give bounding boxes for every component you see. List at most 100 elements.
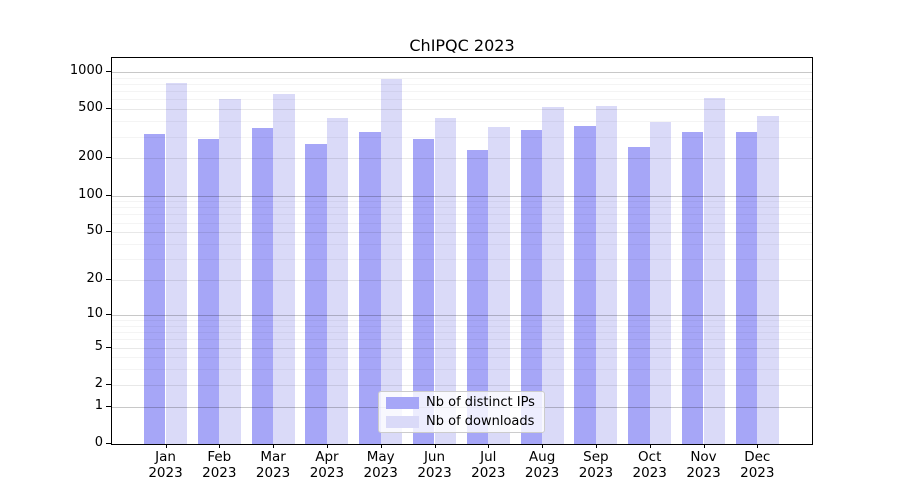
legend-swatch-downloads	[386, 415, 419, 428]
minor-gridline	[112, 109, 812, 111]
minor-gridline	[112, 121, 812, 123]
minor-gridline	[112, 244, 812, 245]
minor-gridline	[112, 201, 812, 203]
legend-entry-distinct-ips: Nb of distinct IPs	[386, 394, 544, 412]
minor-gridline	[112, 347, 812, 349]
y-tick-label: 500	[78, 100, 103, 116]
x-tick-mark	[326, 444, 328, 448]
y-tick-mark	[106, 194, 111, 196]
y-tick-label: 50	[86, 223, 103, 239]
minor-gridline	[112, 91, 812, 93]
y-tick-mark	[106, 279, 111, 280]
x-tick-month: Nov	[690, 449, 717, 465]
minor-gridline	[112, 99, 812, 101]
x-tick-mark	[165, 444, 167, 448]
minor-gridline	[112, 136, 812, 138]
y-tick-mark	[106, 71, 111, 72]
major-gridline	[112, 314, 812, 316]
x-tick-month: Jul	[480, 449, 497, 465]
legend-swatch-distinct-ips	[386, 396, 419, 409]
minor-gridline	[112, 325, 812, 327]
bar-jan-downloads	[165, 82, 188, 444]
x-tick-label-dec: Dec 2023	[727, 449, 787, 481]
y-tick-mark	[106, 346, 111, 348]
legend-entry-downloads: Nb of downloads	[386, 413, 544, 431]
y-tick-label: 5	[94, 338, 103, 354]
y-tick-label: 1000	[69, 63, 103, 78]
x-tick-label-jan: Jan 2023	[136, 449, 196, 481]
x-tick-year: 2023	[417, 464, 452, 481]
x-tick-label-may: May 2023	[351, 449, 411, 481]
x-tick-mark	[703, 444, 705, 448]
bar-may-downloads	[380, 78, 403, 444]
x-tick-label-sep: Sep 2023	[566, 449, 626, 481]
x-tick-year: 2023	[740, 464, 775, 481]
plot-area	[111, 57, 813, 445]
x-tick-month: Dec	[744, 449, 771, 465]
y-tick-label: 100	[78, 186, 103, 202]
x-tick-year: 2023	[686, 464, 721, 481]
x-tick-month: Sep	[583, 449, 609, 465]
major-gridline	[112, 72, 812, 73]
x-tick-mark	[488, 444, 490, 448]
bar-mar-distinct-ips	[251, 127, 274, 444]
x-tick-year: 2023	[632, 464, 667, 481]
bar-feb-distinct-ips	[197, 138, 220, 444]
x-tick-label-jun: Jun 2023	[405, 449, 465, 481]
bar-dec-downloads	[757, 115, 779, 444]
x-tick-mark	[380, 444, 382, 448]
minor-gridline	[112, 357, 812, 359]
bars-layer	[112, 58, 812, 444]
minor-gridline	[112, 384, 812, 386]
bar-oct-downloads	[649, 121, 672, 444]
x-tick-label-mar: Mar 2023	[243, 449, 303, 481]
x-tick-label-aug: Aug 2023	[512, 449, 572, 481]
minor-gridline	[112, 259, 812, 261]
bar-oct-distinct-ips	[628, 146, 650, 444]
minor-gridline	[112, 158, 812, 160]
x-tick-year: 2023	[524, 464, 560, 481]
x-tick-label-apr: Apr 2023	[297, 449, 357, 481]
grid-layer	[112, 58, 812, 444]
x-tick-mark	[757, 444, 759, 448]
x-tick-year: 2023	[255, 464, 291, 481]
x-tick-month: Mar	[260, 449, 286, 465]
x-tick-label-jul: Jul 2023	[458, 449, 518, 481]
legend-label-downloads: Nb of downloads	[426, 414, 535, 429]
x-tick-mark	[219, 444, 221, 448]
x-tick-month: Aug	[528, 449, 556, 465]
x-tick-month: Jan	[155, 449, 176, 465]
x-tick-month: Apr	[315, 449, 339, 465]
x-tick-year: 2023	[471, 464, 506, 481]
x-tick-label-feb: Feb 2023	[189, 449, 249, 481]
legend: Nb of distinct IPs Nb of downloads	[378, 391, 545, 433]
x-tick-year: 2023	[363, 464, 398, 481]
x-tick-mark	[595, 444, 597, 448]
y-tick-label: 10	[86, 305, 103, 321]
x-tick-mark	[434, 444, 436, 448]
bar-nov-downloads	[703, 98, 726, 444]
y-tick-label: 2	[94, 375, 103, 391]
x-tick-month: Feb	[207, 449, 232, 465]
x-tick-mark	[649, 444, 651, 448]
bar-apr-downloads	[326, 118, 349, 444]
minor-gridline	[112, 222, 812, 224]
bar-feb-downloads	[219, 98, 241, 444]
minor-gridline	[112, 339, 812, 341]
x-tick-year: 2023	[578, 464, 614, 481]
x-tick-label-nov: Nov 2023	[674, 449, 734, 481]
y-tick-label: 1	[94, 397, 103, 413]
bar-jan-distinct-ips	[143, 134, 166, 444]
minor-gridline	[112, 214, 812, 216]
minor-gridline	[112, 77, 812, 79]
minor-gridline	[112, 207, 812, 209]
bar-dec-distinct-ips	[735, 132, 758, 444]
y-tick-label: 200	[78, 149, 103, 165]
minor-gridline	[112, 280, 812, 281]
minor-gridline	[112, 369, 812, 371]
x-tick-mark	[273, 444, 275, 448]
bar-mar-downloads	[273, 93, 295, 444]
y-tick-mark	[106, 443, 111, 444]
y-tick-mark	[106, 231, 111, 233]
